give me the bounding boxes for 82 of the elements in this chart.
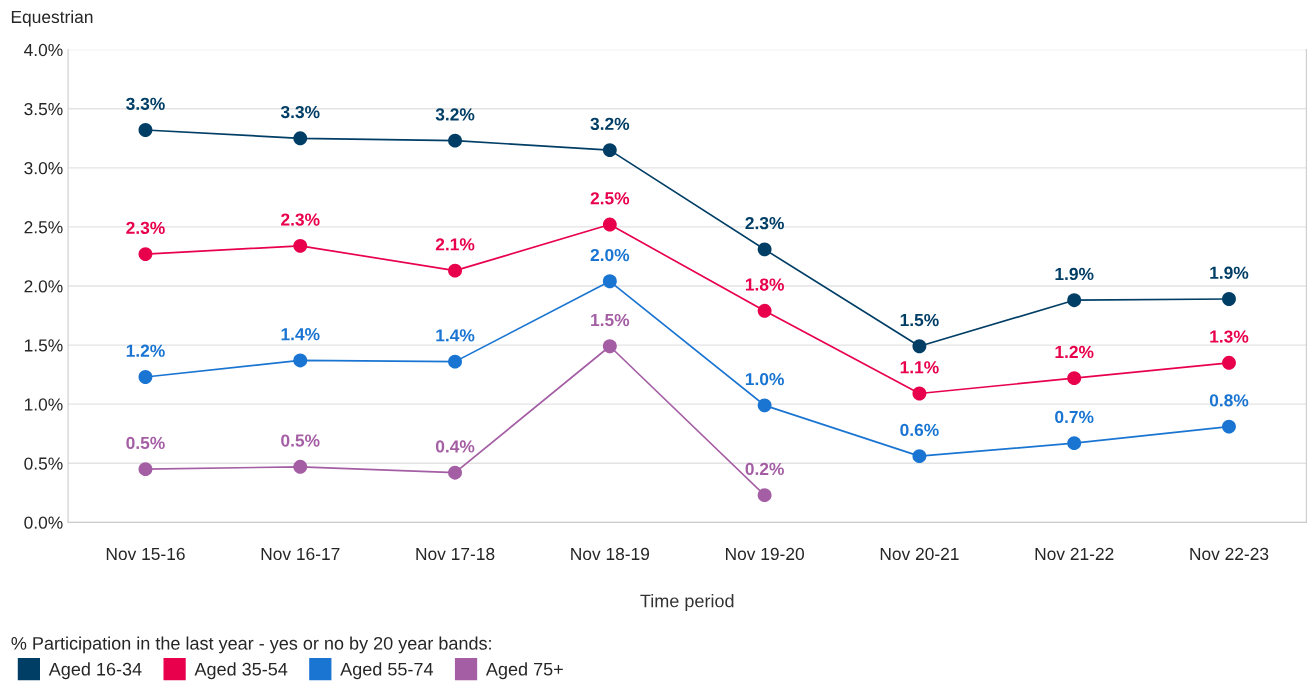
data-label: 0.6% xyxy=(900,423,939,437)
data-label: 1.4% xyxy=(281,328,320,341)
data-label: 2.5% xyxy=(590,192,630,205)
x-tick-label: Nov 22-23 xyxy=(1190,547,1269,561)
point xyxy=(293,353,308,368)
data-label: 1.9% xyxy=(1210,266,1249,279)
x-tick-label: Nov 16-17 xyxy=(261,547,340,561)
y-tick-label: 0.0% xyxy=(24,516,63,529)
data-label: 1.5% xyxy=(900,313,939,327)
x-tick-label: Nov 19-20 xyxy=(726,547,804,561)
data-label: 0.7% xyxy=(1055,410,1094,424)
point xyxy=(138,123,153,137)
point xyxy=(138,370,153,384)
data-label: 2.3% xyxy=(745,216,784,230)
legend-title: % Participation in the last year - yes or no by 20 year bands: xyxy=(11,636,491,654)
data-label: 2.1% xyxy=(435,238,475,251)
point xyxy=(757,488,772,503)
y-tick-label: 1.5% xyxy=(24,339,63,352)
point xyxy=(1067,371,1082,386)
y-tick-label: 2.5% xyxy=(24,221,63,234)
point xyxy=(1067,293,1082,308)
legend-label: Aged 35-54 xyxy=(194,662,288,680)
point xyxy=(448,465,462,480)
point xyxy=(293,459,308,474)
legend-label: Aged 55-74 xyxy=(340,662,434,680)
data-label: 1.5% xyxy=(591,313,630,327)
data-label: 1.2% xyxy=(126,344,165,357)
data-label: 1.0% xyxy=(745,372,784,386)
x-tick-label: Nov 17-18 xyxy=(416,547,495,561)
x-tick-label: Nov 21-22 xyxy=(1035,547,1114,561)
point xyxy=(912,449,927,464)
point xyxy=(293,238,308,253)
point xyxy=(1222,355,1236,370)
point xyxy=(757,303,772,318)
y-tick-label: 1.0% xyxy=(24,398,63,411)
x-axis-title: Time period xyxy=(640,594,734,611)
data-label: 1.9% xyxy=(1055,267,1094,281)
point xyxy=(602,217,617,232)
point xyxy=(448,133,462,148)
legend-label: Aged 75+ xyxy=(485,662,563,680)
point xyxy=(757,242,772,257)
chart-title: Equestrian xyxy=(11,10,93,27)
y-tick-label: 3.5% xyxy=(24,102,63,116)
data-label: 1.1% xyxy=(900,361,939,374)
data-label: 3.3% xyxy=(280,105,320,119)
point xyxy=(448,263,462,278)
y-tick-label: 0.5% xyxy=(24,457,63,470)
data-label: 0.4% xyxy=(435,440,475,453)
point xyxy=(1222,292,1236,306)
x-tick-label: Nov 20-21 xyxy=(880,547,959,561)
x-tick-label: Nov 18-19 xyxy=(571,547,650,561)
data-label: 2.3% xyxy=(281,213,320,226)
data-label: 1.8% xyxy=(745,278,784,291)
point xyxy=(448,354,462,369)
data-label: 0.2% xyxy=(745,462,784,476)
point xyxy=(602,274,617,289)
legend-label: Aged 16-34 xyxy=(48,662,142,680)
point xyxy=(138,462,153,477)
y-tick-label: 3.0% xyxy=(24,162,63,175)
point xyxy=(602,143,617,158)
data-label: 1.4% xyxy=(436,329,475,342)
data-label: 3.3% xyxy=(126,97,165,110)
x-tick-label: Nov 15-16 xyxy=(106,547,185,561)
data-label: 3.2% xyxy=(435,108,475,121)
data-label: 0.5% xyxy=(281,434,320,447)
data-label: 3.2% xyxy=(590,117,630,131)
point xyxy=(1222,419,1236,434)
data-label: 2.3% xyxy=(126,221,165,235)
data-label: 1.2% xyxy=(1055,345,1094,359)
data-label: 0.5% xyxy=(126,436,165,450)
y-tick-label: 2.0% xyxy=(24,280,63,293)
y-tick-label: 4.0% xyxy=(24,43,63,57)
point xyxy=(912,386,927,401)
point xyxy=(1067,436,1082,451)
point xyxy=(602,339,617,354)
point xyxy=(912,339,927,354)
data-label: 1.3% xyxy=(1210,330,1249,343)
data-label: 0.8% xyxy=(1209,394,1249,407)
point xyxy=(757,398,772,413)
data-label: 2.0% xyxy=(590,248,630,262)
point xyxy=(138,247,153,262)
point xyxy=(293,131,308,146)
